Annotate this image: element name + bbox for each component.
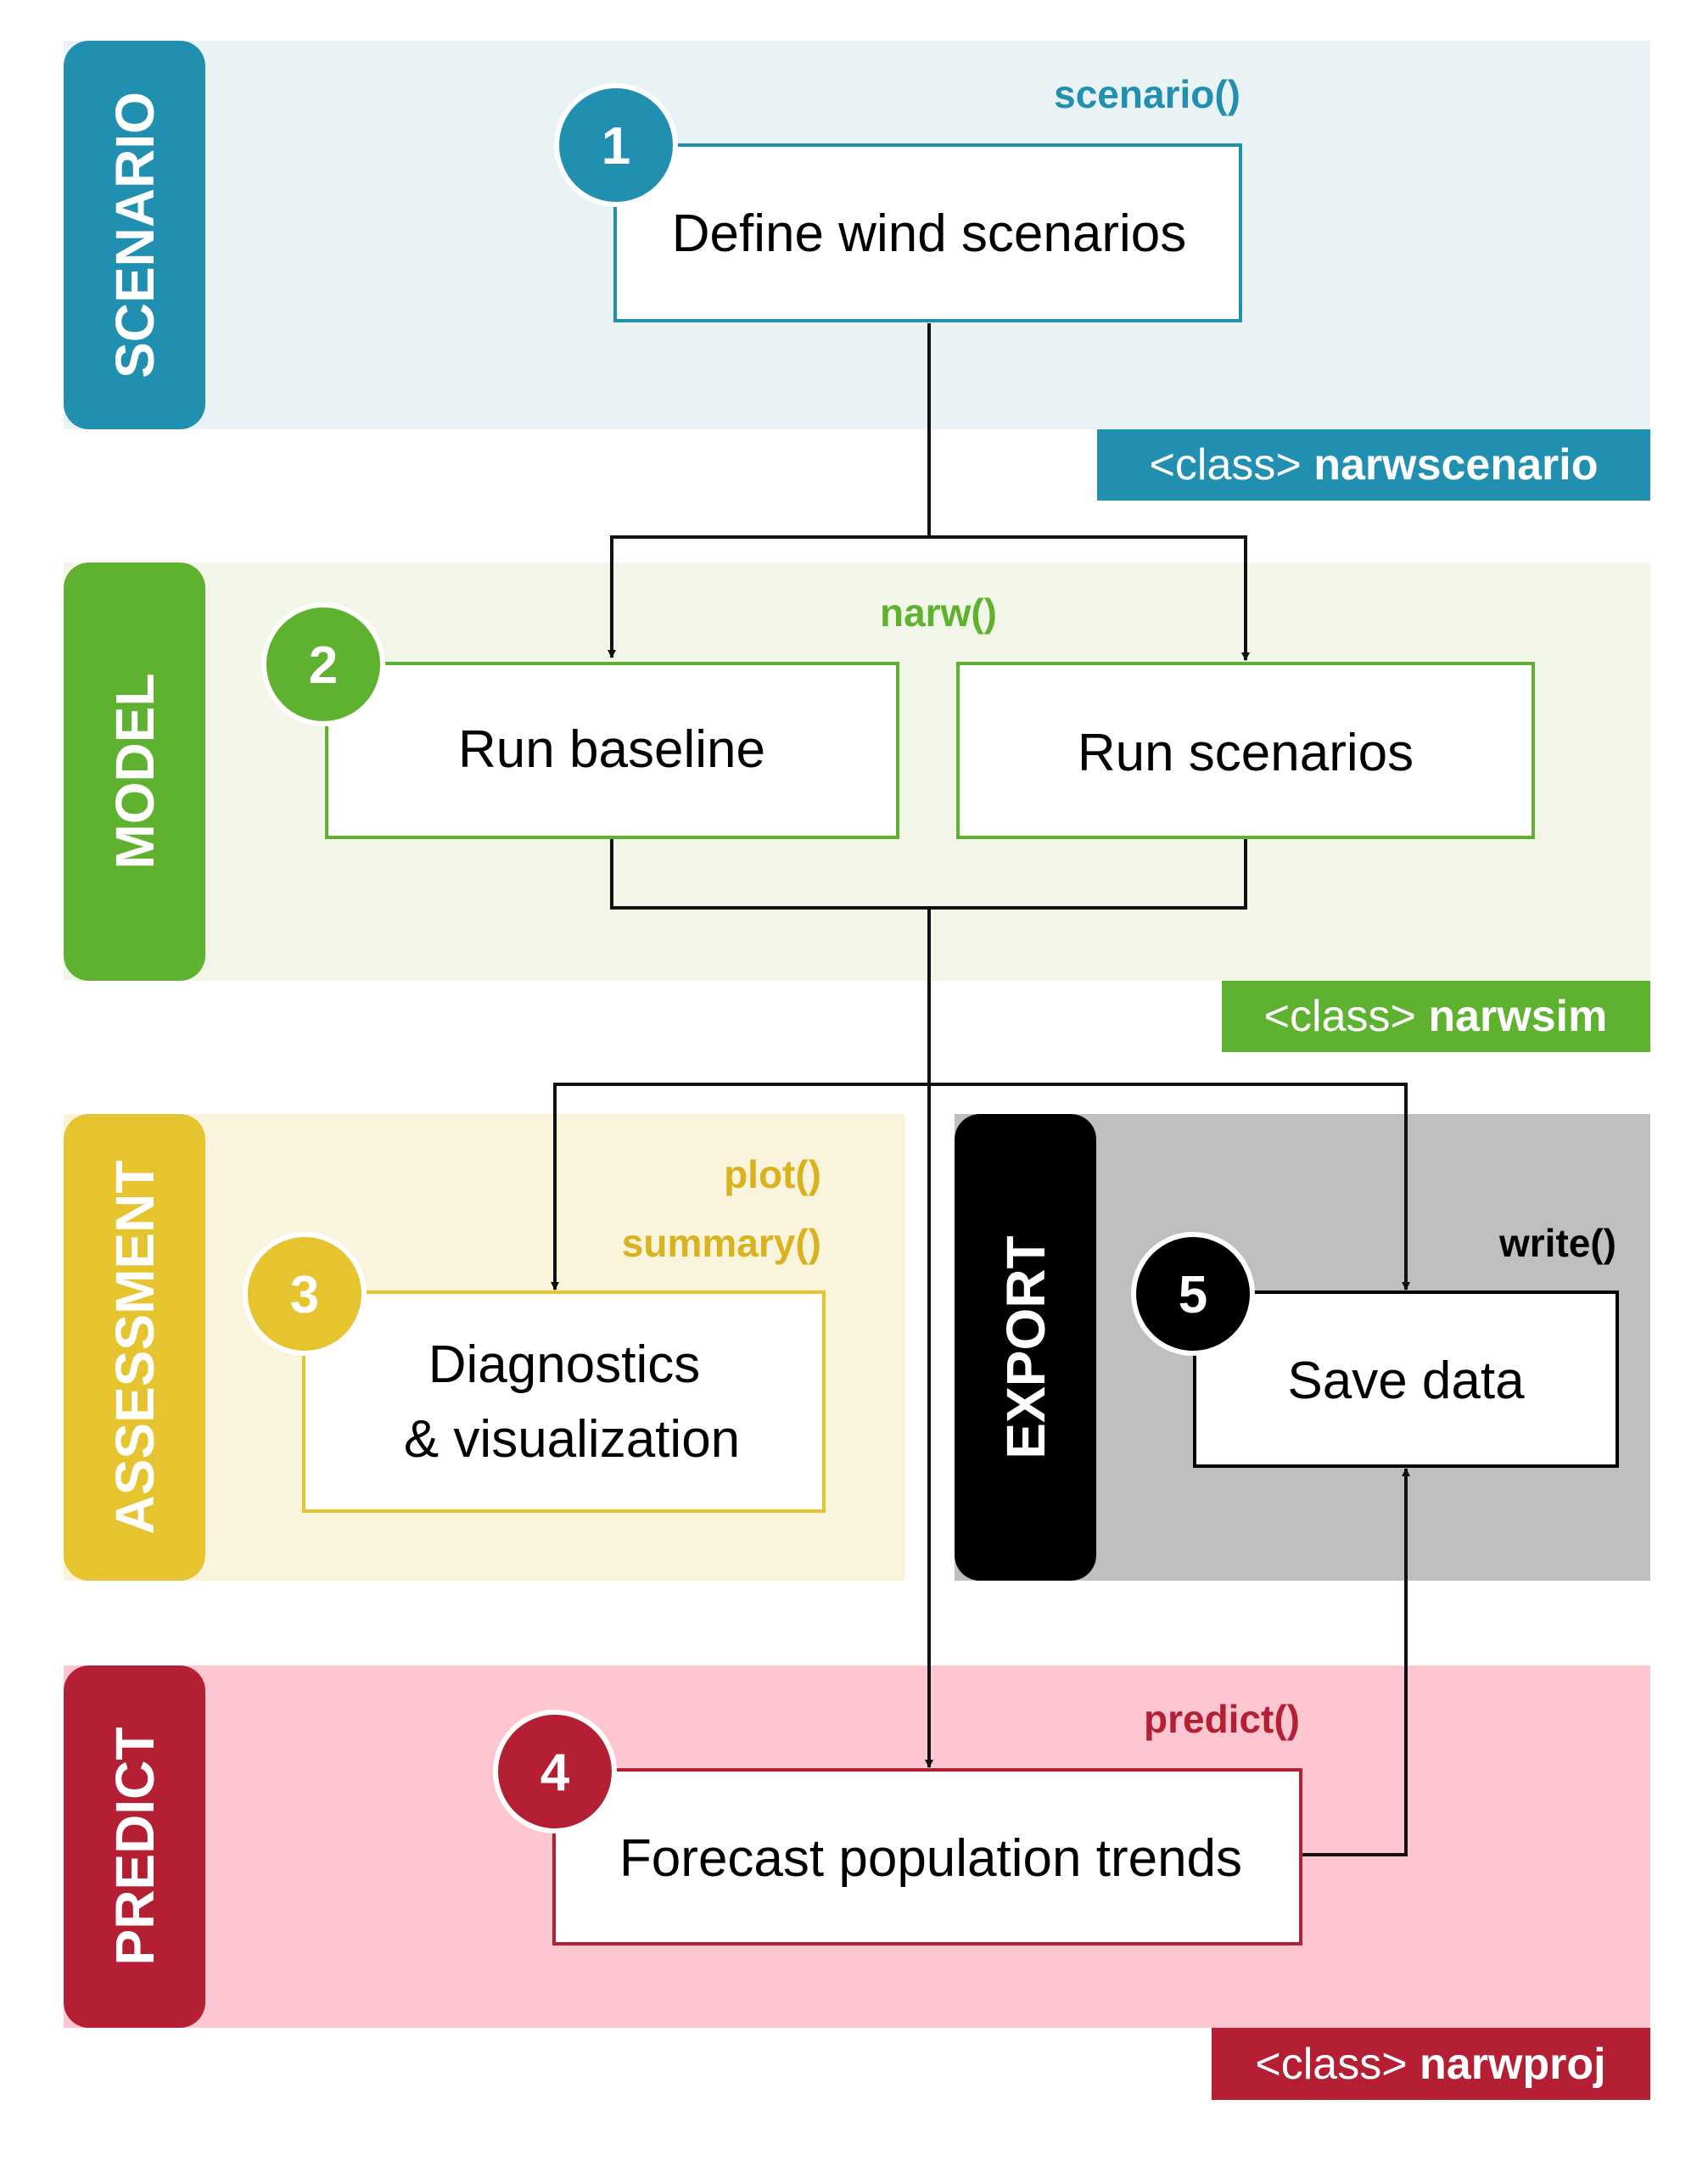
model-side-tab: MODEL	[64, 563, 205, 981]
step-text-line-1: Diagnostics	[428, 1335, 700, 1394]
badge-number: 5	[1179, 1266, 1207, 1324]
predict-function-label: predict()	[1144, 1697, 1300, 1741]
class-name: narwsim	[1428, 992, 1607, 1041]
export-side-tab: EXPORT	[955, 1114, 1096, 1581]
assessment-side-tab: ASSESSMENT	[64, 1114, 205, 1581]
step-run-scenarios: Run scenarios	[956, 662, 1535, 839]
badge-number: 3	[290, 1266, 319, 1324]
connectors	[551, 323, 1410, 1856]
export-side-label: EXPORT	[995, 1235, 1056, 1458]
step-save-data: Save data	[1193, 1290, 1619, 1468]
model-function-label: narw()	[880, 591, 997, 635]
step-text: Forecast population trends	[619, 1829, 1242, 1888]
assessment-side-label: ASSESSMENT	[104, 1161, 165, 1535]
badge-step-3: 3	[243, 1232, 367, 1356]
badge-step-1: 1	[554, 83, 678, 207]
step-text: Run baseline	[458, 720, 765, 779]
export-function-label: write()	[1498, 1221, 1616, 1265]
svg-text:<class> narwscenario: <class> narwscenario	[1150, 440, 1599, 490]
svg-text:<class> narwsim: <class> narwsim	[1264, 992, 1608, 1041]
step-define-wind-scenarios: Define wind scenarios	[613, 143, 1242, 322]
class-prefix: <class>	[1150, 440, 1302, 490]
badge-number: 1	[602, 117, 630, 176]
model-side-label: MODEL	[104, 673, 165, 869]
scenario-function-label: scenario()	[1054, 72, 1240, 116]
step-forecast-population-trends: Forecast population trends	[552, 1768, 1302, 1945]
svg-text:<class> narwproj: <class> narwproj	[1255, 2040, 1605, 2089]
step-diagnostics-visualization: Diagnostics & visualization	[302, 1290, 826, 1513]
badge-step-2: 2	[261, 602, 385, 726]
summary-function-label: summary()	[622, 1221, 821, 1265]
step-run-baseline: Run baseline	[325, 662, 899, 839]
scenario-side-tab: SCENARIO	[64, 41, 205, 429]
step-text-line-2: & visualization	[404, 1410, 740, 1469]
class-name: narwproj	[1420, 2040, 1606, 2089]
badge-number: 4	[540, 1744, 570, 1802]
predict-side-label: PREDICT	[104, 1727, 165, 1966]
badge-step-4: 4	[493, 1710, 617, 1833]
predict-class-tag: <class> narwproj	[1212, 2028, 1650, 2100]
edge-to-run-baseline	[608, 535, 929, 658]
edge-to-diagnostics	[551, 1083, 929, 1290]
badge-step-5: 5	[1131, 1232, 1255, 1356]
predict-side-tab: PREDICT	[64, 1666, 205, 2028]
step-text: Save data	[1287, 1352, 1525, 1410]
plot-function-label: plot()	[724, 1152, 821, 1196]
edge-to-save-data	[929, 1083, 1410, 1290]
scenario-class-tag: <class> narwscenario	[1097, 429, 1650, 501]
model-class-tag: <class> narwsim	[1222, 981, 1650, 1052]
scenario-side-label: SCENARIO	[104, 92, 165, 378]
class-prefix: <class>	[1255, 2040, 1407, 2089]
step-text: Run scenarios	[1078, 724, 1414, 782]
edge-to-run-scenarios	[929, 535, 1250, 661]
class-name: narwscenario	[1313, 440, 1598, 490]
class-prefix: <class>	[1264, 992, 1416, 1041]
step-text: Define wind scenarios	[672, 204, 1187, 263]
edge-forecast-to-save	[1301, 1468, 1410, 1856]
badge-number: 2	[309, 636, 338, 695]
